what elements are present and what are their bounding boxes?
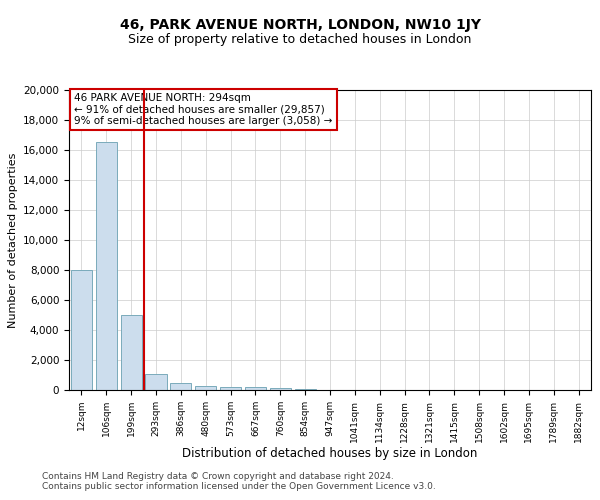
- Bar: [270, 388, 291, 390]
- Text: 46 PARK AVENUE NORTH: 294sqm
← 91% of detached houses are smaller (29,857)
9% of: 46 PARK AVENUE NORTH: 294sqm ← 91% of de…: [74, 93, 332, 126]
- Text: 46, PARK AVENUE NORTH, LONDON, NW10 1JY: 46, PARK AVENUE NORTH, LONDON, NW10 1JY: [119, 18, 481, 32]
- Bar: [145, 374, 167, 390]
- Bar: [295, 389, 316, 390]
- Bar: [195, 386, 216, 390]
- Text: Contains HM Land Registry data © Crown copyright and database right 2024.: Contains HM Land Registry data © Crown c…: [42, 472, 394, 481]
- Bar: [170, 382, 191, 390]
- Bar: [220, 387, 241, 390]
- Text: Size of property relative to detached houses in London: Size of property relative to detached ho…: [128, 32, 472, 46]
- Text: Contains public sector information licensed under the Open Government Licence v3: Contains public sector information licen…: [42, 482, 436, 491]
- Bar: [71, 270, 92, 390]
- Bar: [121, 315, 142, 390]
- X-axis label: Distribution of detached houses by size in London: Distribution of detached houses by size …: [182, 448, 478, 460]
- Bar: [96, 142, 117, 390]
- Bar: [245, 388, 266, 390]
- Y-axis label: Number of detached properties: Number of detached properties: [8, 152, 17, 328]
